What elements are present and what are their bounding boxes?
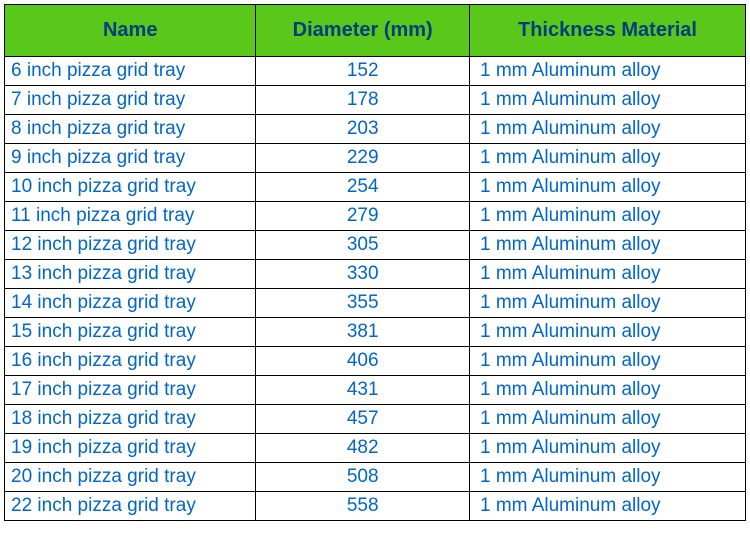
table-row: 17 inch pizza grid tray4311 mm Aluminum … <box>5 376 746 405</box>
cell-name: 20 inch pizza grid tray <box>5 463 256 492</box>
cell-name: 7 inch pizza grid tray <box>5 86 256 115</box>
cell-diameter: 229 <box>256 144 470 173</box>
cell-name: 16 inch pizza grid tray <box>5 347 256 376</box>
table-row: 14 inch pizza grid tray3551 mm Aluminum … <box>5 289 746 318</box>
table-row: 22 inch pizza grid tray5581 mm Aluminum … <box>5 492 746 521</box>
cell-name: 15 inch pizza grid tray <box>5 318 256 347</box>
cell-material: 1 mm Aluminum alloy <box>469 463 745 492</box>
table-row: 16 inch pizza grid tray4061 mm Aluminum … <box>5 347 746 376</box>
cell-material: 1 mm Aluminum alloy <box>469 57 745 86</box>
cell-name: 9 inch pizza grid tray <box>5 144 256 173</box>
cell-diameter: 558 <box>256 492 470 521</box>
cell-name: 19 inch pizza grid tray <box>5 434 256 463</box>
table-row: 13 inch pizza grid tray3301 mm Aluminum … <box>5 260 746 289</box>
cell-material: 1 mm Aluminum alloy <box>469 260 745 289</box>
cell-material: 1 mm Aluminum alloy <box>469 434 745 463</box>
cell-material: 1 mm Aluminum alloy <box>469 115 745 144</box>
table-row: 6 inch pizza grid tray1521 mm Aluminum a… <box>5 57 746 86</box>
pizza-tray-table: Name Diameter (mm) Thickness Material 6 … <box>4 4 746 521</box>
table-header: Name Diameter (mm) Thickness Material <box>5 5 746 57</box>
cell-name: 6 inch pizza grid tray <box>5 57 256 86</box>
cell-material: 1 mm Aluminum alloy <box>469 376 745 405</box>
cell-material: 1 mm Aluminum alloy <box>469 492 745 521</box>
table-row: 11 inch pizza grid tray2791 mm Aluminum … <box>5 202 746 231</box>
table-row: 20 inch pizza grid tray5081 mm Aluminum … <box>5 463 746 492</box>
table-row: 9 inch pizza grid tray2291 mm Aluminum a… <box>5 144 746 173</box>
cell-diameter: 254 <box>256 173 470 202</box>
col-header-diameter: Diameter (mm) <box>256 5 470 57</box>
cell-diameter: 508 <box>256 463 470 492</box>
cell-material: 1 mm Aluminum alloy <box>469 86 745 115</box>
cell-name: 22 inch pizza grid tray <box>5 492 256 521</box>
cell-diameter: 482 <box>256 434 470 463</box>
cell-diameter: 457 <box>256 405 470 434</box>
cell-diameter: 431 <box>256 376 470 405</box>
col-header-material: Thickness Material <box>469 5 745 57</box>
cell-name: 12 inch pizza grid tray <box>5 231 256 260</box>
cell-diameter: 178 <box>256 86 470 115</box>
table-row: 19 inch pizza grid tray4821 mm Aluminum … <box>5 434 746 463</box>
cell-diameter: 152 <box>256 57 470 86</box>
cell-material: 1 mm Aluminum alloy <box>469 318 745 347</box>
cell-material: 1 mm Aluminum alloy <box>469 289 745 318</box>
cell-name: 10 inch pizza grid tray <box>5 173 256 202</box>
cell-diameter: 355 <box>256 289 470 318</box>
cell-diameter: 305 <box>256 231 470 260</box>
col-header-name: Name <box>5 5 256 57</box>
cell-name: 18 inch pizza grid tray <box>5 405 256 434</box>
table-row: 12 inch pizza grid tray3051 mm Aluminum … <box>5 231 746 260</box>
cell-material: 1 mm Aluminum alloy <box>469 231 745 260</box>
table-row: 10 inch pizza grid tray2541 mm Aluminum … <box>5 173 746 202</box>
cell-diameter: 330 <box>256 260 470 289</box>
cell-material: 1 mm Aluminum alloy <box>469 347 745 376</box>
table-body: 6 inch pizza grid tray1521 mm Aluminum a… <box>5 57 746 521</box>
cell-diameter: 381 <box>256 318 470 347</box>
table-row: 7 inch pizza grid tray1781 mm Aluminum a… <box>5 86 746 115</box>
table-row: 15 inch pizza grid tray3811 mm Aluminum … <box>5 318 746 347</box>
cell-material: 1 mm Aluminum alloy <box>469 202 745 231</box>
cell-diameter: 203 <box>256 115 470 144</box>
cell-material: 1 mm Aluminum alloy <box>469 173 745 202</box>
table-row: 18 inch pizza grid tray4571 mm Aluminum … <box>5 405 746 434</box>
cell-name: 8 inch pizza grid tray <box>5 115 256 144</box>
cell-material: 1 mm Aluminum alloy <box>469 405 745 434</box>
table-row: 8 inch pizza grid tray2031 mm Aluminum a… <box>5 115 746 144</box>
cell-diameter: 279 <box>256 202 470 231</box>
cell-material: 1 mm Aluminum alloy <box>469 144 745 173</box>
cell-diameter: 406 <box>256 347 470 376</box>
cell-name: 13 inch pizza grid tray <box>5 260 256 289</box>
cell-name: 14 inch pizza grid tray <box>5 289 256 318</box>
cell-name: 11 inch pizza grid tray <box>5 202 256 231</box>
cell-name: 17 inch pizza grid tray <box>5 376 256 405</box>
